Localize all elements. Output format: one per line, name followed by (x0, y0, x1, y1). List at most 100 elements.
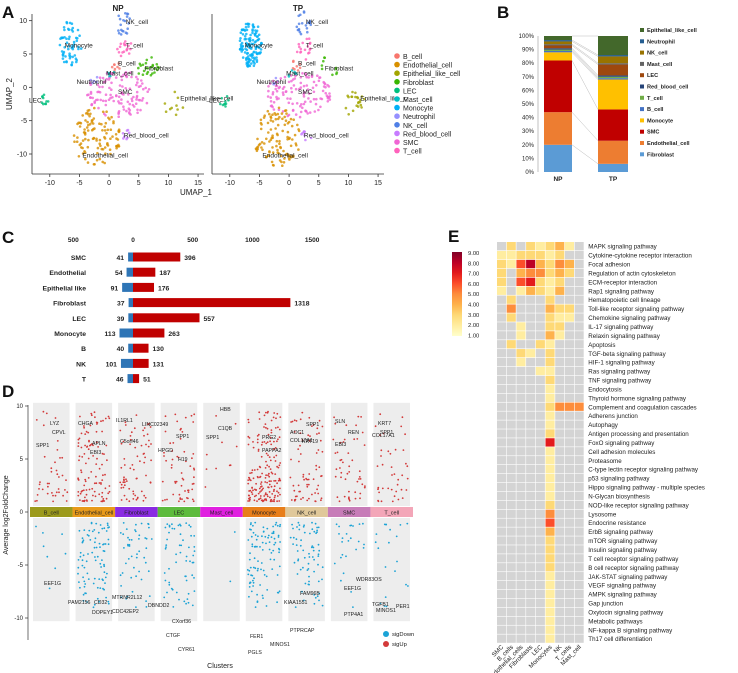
umap-point (105, 110, 108, 113)
heatmap-cell (555, 473, 565, 483)
volcano-up-point (276, 482, 278, 485)
umap-point (298, 45, 301, 49)
umap-point (263, 142, 266, 145)
heatmap-cell (516, 518, 526, 527)
heatmap-row-label: Endocrine resistance (588, 520, 646, 527)
volcano-down-point (106, 522, 109, 525)
umap-point (275, 139, 279, 143)
volcano-up-point (193, 476, 195, 479)
volcano-down-point (130, 555, 133, 558)
volcano-up-point (164, 499, 166, 501)
stacked-y-tick-label: 30% (522, 129, 535, 135)
umap-point (104, 121, 108, 125)
volcano-up-point (334, 475, 337, 478)
volcano-down-point (311, 545, 314, 547)
umap-point (86, 129, 90, 132)
umap-point (245, 62, 249, 66)
umap-point (74, 36, 78, 40)
heatmap-cell (535, 465, 545, 474)
umap-point (306, 112, 310, 115)
umap-point (299, 13, 302, 17)
volcano-down-point (270, 552, 273, 554)
volcano-up-point (143, 427, 146, 429)
volcano-down-point (83, 529, 86, 531)
umap-legend-swatch (394, 79, 400, 85)
volcano-up-point (274, 427, 277, 429)
heatmap-cell (574, 527, 584, 536)
volcano-down-point (94, 541, 96, 544)
heatmap-cell (497, 313, 507, 322)
hbar-category-label: Monocyte (54, 331, 86, 338)
volcano-down-point (318, 599, 320, 602)
volcano-up-point (266, 493, 268, 496)
heatmap-cell (574, 473, 584, 483)
volcano-down-point (375, 533, 378, 535)
umap-point (354, 95, 357, 99)
umap-point (73, 54, 77, 57)
volcano-up-point (136, 496, 139, 499)
umap-point (181, 106, 185, 109)
heatmap-cell (535, 607, 545, 617)
umap-point (118, 67, 121, 70)
umap-point (61, 57, 65, 60)
volcano-cluster-bar (370, 507, 413, 517)
umap-point (40, 101, 44, 104)
volcano-down-point (106, 524, 109, 527)
umap-point (289, 144, 293, 148)
volcano-up-point (90, 412, 93, 415)
heatmap-cell (506, 634, 516, 643)
umap-point (86, 161, 90, 164)
volcano-up-point (193, 413, 196, 416)
volcano-down-point (103, 543, 105, 545)
stacked-y-tick-label: 70% (522, 75, 535, 81)
umap-point (257, 37, 261, 41)
volcano-down-point (89, 539, 92, 541)
heatmap-cell (564, 313, 574, 322)
volcano-up-point (295, 420, 298, 422)
hbar-up-value: 396 (184, 255, 196, 262)
umap-point (259, 48, 263, 51)
panel-letter-D: D (2, 382, 14, 401)
heatmap-cell (535, 482, 545, 492)
umap-x-tick-label: -5 (256, 180, 262, 187)
volcano-up-point (264, 481, 267, 483)
heatmap-cell (564, 491, 574, 501)
volcano-down-point (248, 586, 251, 588)
umap-point (274, 117, 278, 121)
heatmap-cell (535, 242, 545, 251)
heatmap-cell (545, 393, 555, 402)
umap-point (292, 118, 296, 121)
volcano-up-point (278, 436, 281, 439)
umap-point (104, 80, 107, 83)
volcano-up-point (293, 419, 296, 422)
volcano-up-point (187, 491, 190, 493)
umap-point (275, 144, 278, 148)
heatmap-cell (564, 420, 574, 429)
umap-legend-label: Epithelial_like_cell (403, 71, 461, 78)
volcano-down-point (103, 527, 106, 530)
heatmap-cell (506, 420, 516, 429)
volcano-up-point (260, 490, 262, 492)
volcano-down-point (303, 524, 305, 527)
volcano-up-point (401, 497, 404, 499)
umap-point (322, 59, 325, 63)
volcano-up-point (363, 486, 366, 489)
umap-point (81, 139, 85, 142)
volcano-down-point (105, 596, 107, 599)
heatmap-cell (574, 456, 584, 465)
volcano-down-point (148, 526, 150, 529)
umap-point (67, 28, 71, 32)
umap-cluster-label: LEC (29, 98, 42, 105)
umap-point (224, 100, 227, 103)
heatmap-row-label: Rap1 signaling pathway (588, 288, 655, 295)
umap-point (320, 64, 324, 67)
umap-point (224, 105, 227, 108)
umap-point (243, 35, 247, 38)
umap-point (77, 121, 80, 125)
volcano-up-point (320, 499, 322, 502)
heatmap-cell (555, 625, 565, 634)
volcano-up-point (270, 471, 273, 474)
heatmap-cell (555, 393, 565, 402)
heatmap-cell (564, 616, 574, 625)
umap-point (290, 86, 293, 90)
